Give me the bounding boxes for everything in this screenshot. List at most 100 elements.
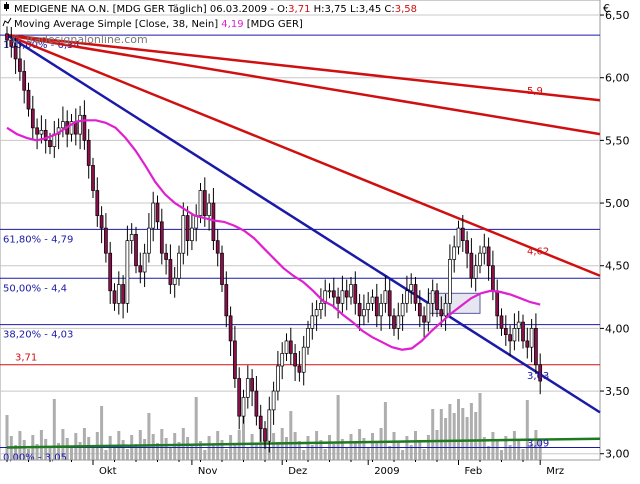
candle-body	[91, 165, 95, 191]
candle-body	[116, 284, 121, 304]
volume-bar	[220, 440, 224, 460]
candle-body	[224, 284, 229, 317]
candle-body	[301, 346, 306, 373]
chart-header: MEDIGENE NA O.N. [MDG GER Täglich] 06.03…	[2, 2, 417, 30]
fib-label: 100,00% - 6,34	[3, 40, 80, 51]
volume-bar	[199, 441, 202, 460]
candle-body	[61, 121, 65, 129]
volume-bar	[435, 430, 439, 460]
candle-body	[456, 227, 461, 248]
candle-body	[508, 334, 512, 342]
volume-bar	[48, 448, 52, 460]
candle-body	[263, 428, 267, 442]
plot-area	[0, 0, 601, 461]
candle-body	[194, 215, 199, 229]
candle-body	[211, 202, 216, 242]
volume-bar	[87, 437, 91, 460]
candle-body	[534, 328, 538, 366]
reference-line: 3,71	[0, 353, 600, 366]
candle-body	[323, 290, 328, 304]
candle-body	[499, 315, 504, 329]
volume-bar	[534, 430, 538, 460]
candle-body	[392, 315, 396, 329]
volume-bar	[121, 440, 125, 460]
y-tick-label: 3,50	[605, 385, 630, 398]
candle-body	[13, 46, 18, 60]
candle-body	[125, 240, 130, 304]
candle-body	[164, 252, 168, 260]
ref-label: 3,71	[15, 353, 37, 364]
candle-body	[383, 290, 388, 304]
candle-body	[147, 227, 151, 254]
volume-bar	[504, 436, 508, 460]
volume-bar	[39, 430, 43, 460]
volume-bar	[52, 399, 56, 460]
candle-body	[220, 252, 224, 285]
volume-bar	[452, 413, 456, 460]
candle-body	[439, 309, 444, 317]
candle-body	[95, 190, 100, 216]
x-tick-label: 2009	[374, 466, 399, 477]
volume-bar	[91, 446, 95, 460]
volume-bar	[246, 448, 250, 460]
volume-bar	[345, 448, 349, 460]
fib-label: 50,00% - 4,4	[3, 283, 67, 294]
candle-body	[280, 353, 285, 367]
volume-bar	[371, 433, 374, 460]
candle-body	[331, 290, 336, 298]
y-axis: 6,50 6,00 5,50 5,00 4,50 4,00 3,50 3,00 €	[600, 2, 630, 461]
candle-body	[538, 364, 543, 382]
candle-body	[426, 302, 431, 323]
candle-body	[134, 234, 138, 267]
volume-bar	[242, 404, 245, 460]
volume-bar	[538, 439, 542, 460]
volume-bar	[61, 429, 65, 460]
volume-bar	[431, 409, 435, 460]
candle-body	[353, 284, 358, 304]
volume-bar	[448, 404, 452, 460]
volume-bar	[362, 438, 366, 460]
volume-bar	[263, 438, 267, 460]
candle-body	[35, 127, 39, 135]
volume-bar	[293, 432, 297, 460]
candle-body	[142, 252, 147, 273]
volume-bar	[521, 449, 525, 460]
volume-bar	[207, 436, 211, 460]
candle-body	[151, 202, 156, 229]
volume-bar	[177, 442, 181, 460]
volume-bar	[78, 442, 82, 460]
candle-body	[314, 309, 319, 317]
candle-body	[258, 415, 263, 430]
candle-body	[503, 328, 508, 336]
candle-body	[39, 130, 44, 135]
candle-body	[349, 284, 353, 298]
watermark: © Tradesignalonline.com	[10, 33, 148, 46]
volume-bar	[478, 393, 482, 460]
volume-bar	[272, 433, 276, 460]
volume-bar	[353, 443, 357, 460]
fibonacci-levels: 100,00% - 6,34 61,80% - 4,79 50,00% - 4,4 3…	[0, 34, 600, 463]
volume-bar	[302, 450, 306, 460]
volume-bar	[375, 442, 379, 460]
candle-body	[228, 315, 233, 342]
volume-bar	[422, 449, 426, 460]
candle-body	[168, 259, 173, 285]
candle-body	[241, 396, 246, 417]
volume-bar	[310, 445, 314, 460]
volume-bar	[319, 440, 323, 460]
candle-body	[486, 246, 491, 267]
candle-body	[108, 252, 113, 292]
volume-bar	[306, 436, 310, 460]
volume-bar	[491, 432, 495, 460]
volume-bar	[487, 446, 491, 460]
volume-bar	[530, 444, 534, 460]
y-tick-label: 5,50	[605, 134, 630, 147]
candle-body	[181, 215, 186, 254]
x-tick-label: Dez	[288, 466, 307, 477]
candle-body	[297, 365, 302, 373]
candle-body	[198, 190, 203, 216]
candle-body	[99, 215, 104, 229]
candle-body	[215, 240, 220, 254]
volume-bar	[392, 432, 396, 460]
volume-bar	[457, 399, 460, 460]
